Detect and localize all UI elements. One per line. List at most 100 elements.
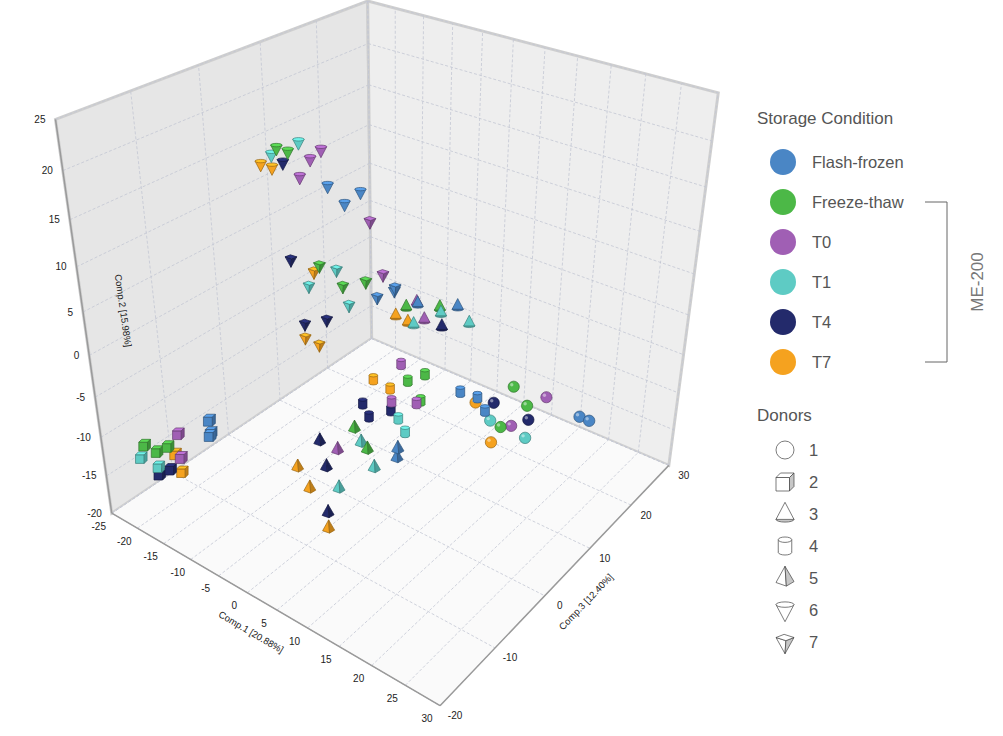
data-point xyxy=(369,374,378,385)
data-point xyxy=(322,505,334,518)
x-tick-label: -25 xyxy=(92,521,107,532)
legend-label: T7 xyxy=(812,353,831,371)
data-point xyxy=(388,285,400,298)
y-tick-label: -20 xyxy=(87,508,102,519)
marker-part xyxy=(507,422,510,425)
marker-part xyxy=(452,299,463,310)
data-point xyxy=(348,420,360,433)
marker-part xyxy=(266,163,277,166)
marker-part xyxy=(213,430,216,442)
marker-part xyxy=(339,199,350,202)
data-point xyxy=(136,452,148,464)
marker-part xyxy=(285,255,297,259)
legend-symbol xyxy=(776,566,794,586)
marker-part xyxy=(371,292,383,296)
marker-part xyxy=(487,417,490,420)
marker-part xyxy=(304,154,315,157)
data-point xyxy=(277,158,288,170)
x-tick-label: -15 xyxy=(143,551,158,562)
x-axis-line xyxy=(112,513,440,705)
grid-line xyxy=(277,403,524,610)
z-tick-label: -20 xyxy=(448,710,463,721)
grid-line xyxy=(471,31,483,381)
marker-part xyxy=(387,396,396,399)
marker-part xyxy=(314,261,326,265)
data-point xyxy=(365,411,374,422)
legend-label: 7 xyxy=(809,633,818,651)
data-point xyxy=(292,459,304,472)
plot-box xyxy=(55,1,718,706)
grid-line xyxy=(199,65,229,435)
x-tick-label: 0 xyxy=(232,600,238,611)
marker-part xyxy=(314,340,325,344)
marker-part xyxy=(525,416,528,419)
marker-part xyxy=(485,437,496,448)
marker-part xyxy=(585,417,588,420)
grid-line xyxy=(70,85,369,220)
legend-label: 3 xyxy=(809,505,818,523)
grid-line xyxy=(372,339,669,466)
marker-part xyxy=(506,420,517,431)
marker-part xyxy=(315,145,326,148)
marker-part xyxy=(490,399,493,402)
marker-part xyxy=(790,473,795,491)
data-point xyxy=(266,163,277,175)
data-point xyxy=(294,172,305,185)
marker-part xyxy=(776,502,794,519)
grid-line xyxy=(191,370,445,560)
marker-part xyxy=(776,478,790,492)
marker-part xyxy=(364,216,376,220)
grid xyxy=(55,1,718,706)
x-tick-label: -10 xyxy=(171,567,186,578)
grid-line xyxy=(173,472,495,648)
data-point xyxy=(436,319,447,331)
data-point xyxy=(360,277,372,290)
marker-part xyxy=(367,441,373,454)
marker-part xyxy=(394,413,403,416)
data-point xyxy=(456,386,465,398)
legend-symbol xyxy=(776,473,794,491)
marker-part xyxy=(300,333,311,337)
legend-label: T0 xyxy=(812,233,831,251)
legend-label: 4 xyxy=(809,537,818,555)
legend-symbol xyxy=(776,502,794,522)
marker-part xyxy=(358,398,366,401)
marker-part xyxy=(144,452,147,464)
data-point xyxy=(583,415,594,426)
legend-swatch xyxy=(770,189,796,215)
z-tick-label: 30 xyxy=(678,470,690,481)
legend-swatch xyxy=(770,269,796,295)
marker-part xyxy=(510,383,513,386)
right-wall xyxy=(368,1,719,465)
marker-part xyxy=(398,440,404,454)
y-tick-label: 0 xyxy=(74,350,80,361)
data-point xyxy=(173,428,185,440)
data-point xyxy=(387,396,396,408)
z-axis-line xyxy=(440,465,669,705)
data-point xyxy=(403,375,412,387)
marker-part xyxy=(776,566,786,586)
marker-part xyxy=(456,386,465,390)
data-point xyxy=(521,400,532,411)
grid-line xyxy=(247,392,496,593)
marker-part xyxy=(337,281,349,285)
marker-part xyxy=(175,454,184,463)
data-point xyxy=(435,305,446,317)
marker-part xyxy=(328,505,334,518)
grid-line xyxy=(229,435,545,596)
data-point xyxy=(541,392,552,403)
marker-part xyxy=(389,283,401,287)
grid-line xyxy=(131,91,173,472)
marker-part xyxy=(521,400,532,411)
data-point xyxy=(408,317,419,329)
marker-part xyxy=(408,317,419,328)
legend-label: 1 xyxy=(809,441,818,459)
legend-label: 5 xyxy=(809,569,818,587)
marker-part xyxy=(171,441,174,453)
marker-part xyxy=(174,464,177,475)
marker-part xyxy=(326,459,332,472)
grid-line xyxy=(55,119,111,513)
y-tick-label: 20 xyxy=(42,165,54,176)
grid-line xyxy=(280,400,590,548)
data-point xyxy=(523,414,534,425)
